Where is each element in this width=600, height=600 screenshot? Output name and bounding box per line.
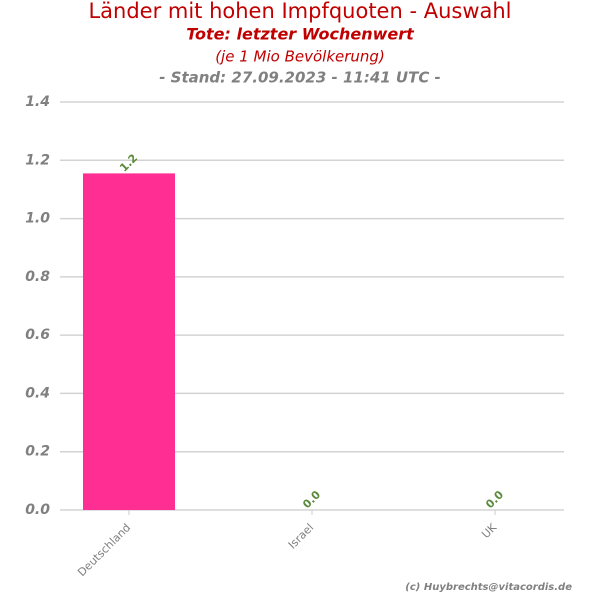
value-label: 0.0 <box>483 488 506 511</box>
chart-date: - Stand: 27.09.2023 - 11:41 UTC - <box>159 69 441 87</box>
value-label: 1.2 <box>117 152 140 175</box>
bar <box>83 173 175 510</box>
y-tick-label: 0.6 <box>25 327 50 343</box>
x-tick-label: UK <box>479 520 500 541</box>
y-tick-label: 1.2 <box>25 152 50 168</box>
y-tick-label: 1.4 <box>25 94 50 110</box>
y-tick-label: 0.8 <box>25 269 50 285</box>
x-tick-label: Israel <box>286 521 316 551</box>
y-tick-label: 1.0 <box>25 211 50 227</box>
x-tick-label: Deutschland <box>75 521 133 579</box>
y-tick-label: 0.2 <box>25 444 50 460</box>
y-tick-label: 0.0 <box>25 502 50 518</box>
chart-subtitle: Tote: letzter Wochenwert <box>186 25 415 44</box>
value-label: 0.0 <box>300 488 323 511</box>
chart-title: Länder mit hohen Impfquoten - Auswahl <box>88 0 511 23</box>
y-tick-label: 0.4 <box>25 385 50 401</box>
credit: (c) Huybrechts@vitacordis.de <box>405 582 572 593</box>
chart-subtitle: (je 1 Mio Bevölkerung) <box>215 48 385 66</box>
